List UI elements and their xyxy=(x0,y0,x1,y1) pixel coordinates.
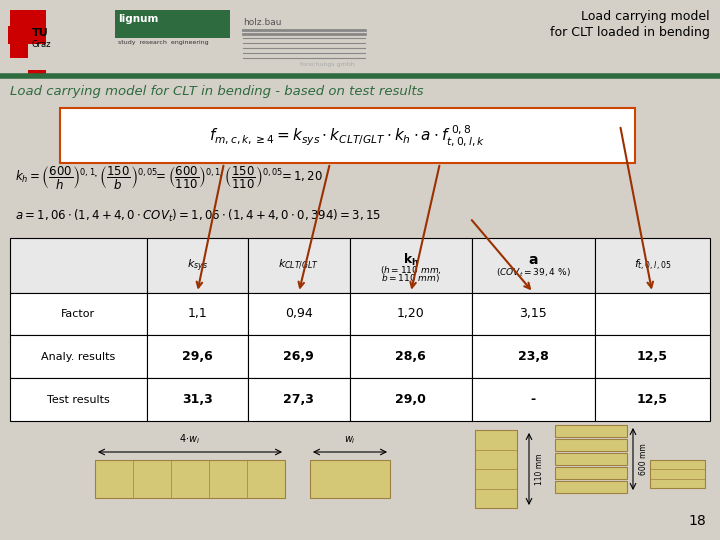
Bar xyxy=(472,238,595,293)
Text: $a = 1,06 \cdot (1,4 + 4,0 \cdot COV_t) = 1,06 \cdot (1,4 + 4,0 \cdot 0,394) = 3: $a = 1,06 \cdot (1,4 + 4,0 \cdot COV_t) … xyxy=(15,208,381,224)
Bar xyxy=(95,460,285,498)
Bar xyxy=(475,430,517,508)
Bar xyxy=(248,378,349,421)
Bar xyxy=(555,439,627,451)
Bar xyxy=(555,467,627,479)
Bar xyxy=(8,26,46,44)
Bar xyxy=(28,10,46,28)
Text: 12,5: 12,5 xyxy=(636,350,667,363)
Text: TU: TU xyxy=(32,28,49,38)
Text: Factor: Factor xyxy=(61,309,95,319)
Bar xyxy=(115,10,230,38)
Bar xyxy=(310,460,390,498)
Text: 28,6: 28,6 xyxy=(395,350,426,363)
Text: 29,0: 29,0 xyxy=(395,393,426,406)
Text: $\mathbf{k_h}$: $\mathbf{k_h}$ xyxy=(402,252,419,268)
Text: 18: 18 xyxy=(688,514,706,528)
Text: Graz: Graz xyxy=(32,40,52,49)
Text: $k_{sys}$: $k_{sys}$ xyxy=(186,257,208,273)
Bar xyxy=(349,335,472,378)
Text: 600 mm: 600 mm xyxy=(639,443,648,475)
Bar xyxy=(60,108,635,163)
Text: $f_{m,c,k,\geq4} = k_{sys} \cdot k_{CLT/GLT} \cdot k_h \cdot a \cdot f_{t,0,l,k}: $f_{m,c,k,\geq4} = k_{sys} \cdot k_{CLT/… xyxy=(209,124,485,149)
Text: 23,8: 23,8 xyxy=(518,350,549,363)
Bar xyxy=(595,378,710,421)
Text: 12,5: 12,5 xyxy=(636,393,667,406)
Text: for CLT loaded in bending: for CLT loaded in bending xyxy=(550,26,710,39)
Bar xyxy=(349,293,472,335)
Bar xyxy=(595,335,710,378)
Bar xyxy=(595,238,710,293)
Text: $(COV_t = 39,4\ \%)$: $(COV_t = 39,4\ \%)$ xyxy=(496,266,571,279)
Text: 1,1: 1,1 xyxy=(187,307,207,320)
Text: 110 mm: 110 mm xyxy=(535,453,544,485)
Bar xyxy=(10,10,28,58)
Bar xyxy=(349,378,472,421)
Text: -: - xyxy=(531,393,536,406)
Bar xyxy=(555,453,627,465)
Bar xyxy=(146,378,248,421)
Text: $k_{CLT/GLT}$: $k_{CLT/GLT}$ xyxy=(278,258,320,272)
Bar xyxy=(248,238,349,293)
Text: 0,94: 0,94 xyxy=(285,307,312,320)
Text: 27,3: 27,3 xyxy=(283,393,314,406)
Text: 29,6: 29,6 xyxy=(182,350,212,363)
Bar xyxy=(472,335,595,378)
Text: $w_i$: $w_i$ xyxy=(344,434,356,446)
Bar xyxy=(555,425,627,437)
Text: $b = 110\ mm)$: $b = 110\ mm)$ xyxy=(381,272,441,284)
Bar xyxy=(28,70,46,76)
Bar xyxy=(10,335,146,378)
Text: holz.bau: holz.bau xyxy=(243,18,282,27)
Text: Load carrying model for CLT in bending - based on test results: Load carrying model for CLT in bending -… xyxy=(10,85,423,98)
Bar xyxy=(146,335,248,378)
Text: 3,15: 3,15 xyxy=(519,307,547,320)
Bar xyxy=(146,293,248,335)
Text: 1,20: 1,20 xyxy=(397,307,425,320)
Bar xyxy=(10,293,146,335)
Text: Load carrying model: Load carrying model xyxy=(581,10,710,23)
Bar xyxy=(555,481,627,493)
Bar xyxy=(248,293,349,335)
Text: $k_h = \left(\dfrac{600}{h}\right)^{0,1}\!\!\cdot\left(\dfrac{150}{b}\right)^{0,: $k_h = \left(\dfrac{600}{h}\right)^{0,1}… xyxy=(15,165,323,192)
Text: 31,3: 31,3 xyxy=(182,393,212,406)
Text: Analy. results: Analy. results xyxy=(41,352,115,362)
Bar xyxy=(248,335,349,378)
Text: $f_{t,0,l,05}$: $f_{t,0,l,05}$ xyxy=(634,258,671,273)
Bar xyxy=(472,293,595,335)
Bar xyxy=(146,238,248,293)
Text: study  research  engineering: study research engineering xyxy=(118,40,209,45)
Text: $4{\cdot}w_i$: $4{\cdot}w_i$ xyxy=(179,432,201,446)
Bar xyxy=(650,460,705,488)
Text: lignum: lignum xyxy=(118,14,158,24)
Text: Test results: Test results xyxy=(47,395,109,404)
Bar xyxy=(472,378,595,421)
Bar xyxy=(10,378,146,421)
Bar xyxy=(349,238,472,293)
Bar xyxy=(595,293,710,335)
Text: 26,9: 26,9 xyxy=(284,350,314,363)
Text: $\mathbf{a}$: $\mathbf{a}$ xyxy=(528,253,539,267)
Bar xyxy=(10,238,146,293)
Text: forschungs gmbh: forschungs gmbh xyxy=(300,62,355,67)
Text: $(h = 110\ mm,$: $(h = 110\ mm,$ xyxy=(380,264,441,276)
